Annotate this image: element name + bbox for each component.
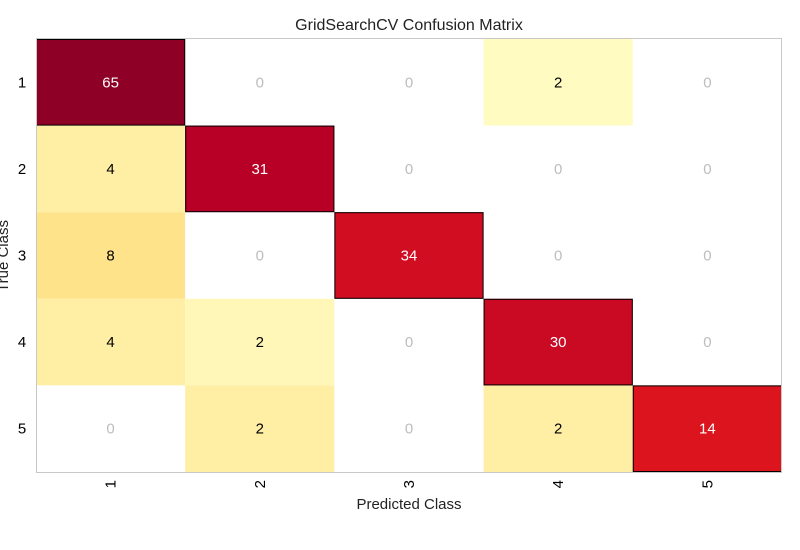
heatmap-cell-r4-c1: [36, 298, 186, 386]
y-tick-label: 4: [18, 334, 26, 351]
cell-value-label: 14: [699, 421, 716, 438]
heatmap-cell-r5-c1: [36, 385, 186, 472]
heatmap-cell-r2-c1: [36, 125, 186, 213]
diagonal-cell-outline: [334, 212, 484, 299]
cell-value-label: 0: [405, 421, 413, 438]
heatmap-cell-r2-c2: [185, 125, 335, 213]
cell-value-label: 0: [554, 248, 562, 265]
heatmap-cell-r1-c2: [185, 39, 335, 126]
y-axis-title: True Class: [0, 220, 12, 292]
cell-value-label: 65: [102, 74, 119, 91]
x-tick-label: 3: [401, 480, 418, 488]
x-axis-title: Predicted Class: [356, 496, 461, 513]
cell-value-label: 0: [703, 74, 711, 91]
heatmap-cell-r3-c3: [334, 212, 484, 299]
heatmap-cell-r1-c4: [483, 39, 633, 126]
cell-value-label: 8: [106, 248, 114, 265]
heatmap-cell-labels: 65 0 0 2 0 4 31 0 0 0 8 0 34 0 0 4 2 0 30 0 0 2 0 2 14: [102, 74, 715, 437]
chart-title: GridSearchCV Confusion Matrix: [295, 17, 523, 34]
heatmap-cell-r3-c1: [36, 212, 186, 299]
cell-value-label: 0: [106, 421, 114, 438]
cell-value-label: 2: [554, 74, 562, 91]
y-tick-label: 2: [18, 161, 26, 178]
cell-value-label: 0: [703, 334, 711, 351]
y-tick-label: 3: [18, 248, 26, 265]
cell-value-label: 0: [703, 161, 711, 178]
heatmap-cell-r4-c5: [632, 298, 782, 386]
cell-value-label: 0: [256, 74, 264, 91]
cell-value-label: 34: [401, 248, 418, 265]
diagonal-highlights: [36, 39, 782, 472]
cell-value-label: 2: [256, 334, 264, 351]
cell-value-label: 0: [405, 161, 413, 178]
heatmap-cell-r5-c2: [185, 385, 335, 472]
heatmap-cell-r1-c3: [334, 39, 484, 126]
cell-value-label: 0: [405, 334, 413, 351]
cell-value-label: 0: [256, 248, 264, 265]
cell-value-label: 30: [550, 334, 567, 351]
y-tick-label: 5: [18, 421, 26, 438]
x-tick-label: 5: [699, 480, 716, 488]
plot-frame: [36, 38, 782, 473]
heatmap-cell-r5-c5: [632, 385, 782, 472]
cell-value-label: 31: [251, 161, 268, 178]
cell-value-label: 0: [703, 248, 711, 265]
heatmap-cell-r2-c5: [632, 125, 782, 213]
cell-value-label: 2: [256, 421, 264, 438]
heatmap-cell-r4-c2: [185, 298, 335, 386]
heatmap-cell-r2-c4: [483, 125, 633, 213]
heatmap-cell-r4-c4: [483, 298, 633, 386]
heatmap-cell-r5-c4: [483, 385, 633, 472]
cell-value-label: 0: [405, 74, 413, 91]
cell-value-label: 4: [106, 161, 114, 178]
heatmap-cell-r4-c3: [334, 298, 484, 386]
heatmap-cell-r2-c3: [334, 125, 484, 213]
x-tick-label: 4: [550, 480, 567, 488]
cell-value-label: 0: [554, 161, 562, 178]
x-tick-label: 2: [252, 480, 269, 488]
y-tick-label: 1: [18, 74, 26, 91]
diagonal-cell-outline: [483, 298, 633, 386]
heatmap-cell-r5-c3: [334, 385, 484, 472]
heatmap-cell-r1-c5: [632, 39, 782, 126]
heatmap-cell-r1-c1: [36, 39, 186, 126]
heatmap-cell-r3-c4: [483, 212, 633, 299]
heatmap-cells: [36, 39, 782, 472]
x-tick-label: 1: [103, 480, 120, 488]
y-axis-ticks: 1 2 3 4 5: [18, 74, 26, 437]
heatmap-cell-r3-c2: [185, 212, 335, 299]
diagonal-cell-outline: [185, 125, 335, 213]
heatmap-cell-r3-c5: [632, 212, 782, 299]
cell-value-label: 4: [106, 334, 114, 351]
x-axis-ticks: 1 2 3 4 5: [103, 480, 717, 488]
cell-value-label: 2: [554, 421, 562, 438]
